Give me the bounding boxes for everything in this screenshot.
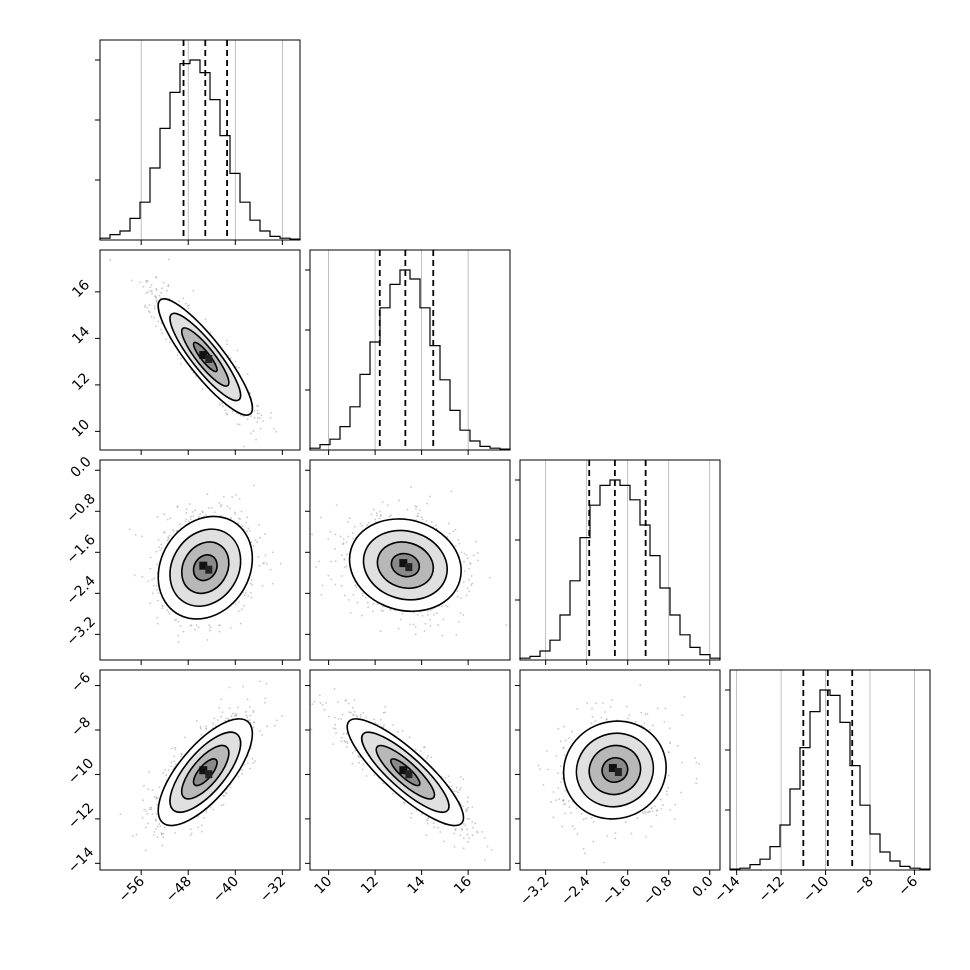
- density-peak-2-3: [608, 764, 617, 772]
- panel-frame-1-3: [309, 669, 511, 871]
- y-tick-label-2-0: −3.2: [63, 614, 98, 649]
- panel-frame-1-2: [309, 459, 511, 661]
- x-tick-label-2-2: −1.6: [599, 873, 634, 908]
- x-tick-label-0-3: −32: [257, 874, 289, 906]
- density-panel-1-3: 10 12 14 16: [305, 669, 511, 898]
- y-tick-label-2-1: −2.4: [63, 573, 98, 608]
- x-tick-label-2-1: −2.4: [558, 873, 593, 908]
- histogram-panel-2: [515, 459, 721, 665]
- panels: −14 −12 −10 −8 −610121416−3.2−2.4−1.6−0.80.0…: [63, 39, 931, 909]
- density-panel-2-3: −3.2 −2.4 −1.6 −0.8 0.0: [515, 669, 721, 909]
- density-peak-0-2: [199, 561, 208, 570]
- histogram-step-2: [519, 479, 721, 660]
- y-tick-label-1-2: 14: [69, 324, 93, 348]
- density-panel-0-3: −56 −48 −40 −32 −14 −12 −10 −8 −6: [65, 669, 301, 906]
- x-tick-label-2-0: −3.2: [517, 874, 552, 909]
- x-tick-label-3-2: −10: [800, 874, 832, 906]
- panel-frame-0-2: [99, 459, 301, 661]
- panel-frame-0-3: [99, 669, 301, 871]
- y-tick-label-3-0: −14: [65, 844, 97, 876]
- density-peak-1-2: [399, 559, 408, 568]
- y-tick-label-3-4: −6: [68, 670, 94, 696]
- histogram-panel-0: [95, 39, 301, 245]
- x-tick-label-0-2: −40: [210, 874, 242, 906]
- x-tick-label-1-2: 14: [405, 873, 429, 897]
- panel-frame-2-2: [519, 459, 721, 661]
- x-tick-label-2-3: −0.8: [640, 874, 675, 909]
- panel-frame-0-1: [99, 249, 301, 451]
- density-panel-0-1: 10 12 14 16: [69, 249, 301, 455]
- panel-frame-0-0: [99, 39, 301, 241]
- histogram-step-3: [729, 689, 931, 870]
- density-peak-0-3: [199, 766, 208, 775]
- x-tick-label-3-1: −12: [756, 874, 788, 906]
- x-tick-label-3-3: −8: [851, 874, 877, 900]
- histogram-panel-3: −14 −12 −10 −8 −6: [711, 669, 931, 906]
- y-tick-label-2-2: −1.6: [63, 532, 98, 567]
- x-tick-label-3-4: −6: [895, 873, 921, 899]
- density-panel-1-2: [305, 459, 511, 665]
- y-tick-label-1-0: 10: [69, 417, 93, 441]
- density-peak-0-1: [199, 350, 208, 359]
- panel-frame-3-3: [729, 669, 931, 871]
- y-tick-label-3-1: −12: [65, 800, 97, 832]
- histogram-step-0: [99, 59, 301, 240]
- y-tick-label-2-3: −0.8: [63, 491, 98, 526]
- x-tick-label-0-0: −56: [116, 873, 148, 905]
- density-peak-1-3: [399, 766, 408, 775]
- histogram-panel-1: [305, 249, 511, 455]
- x-tick-label-1-1: 12: [358, 874, 382, 898]
- x-tick-label-0-1: −48: [163, 874, 195, 906]
- histogram-step-1: [309, 269, 511, 450]
- y-tick-label-3-3: −8: [68, 714, 94, 740]
- y-tick-label-3-2: −10: [65, 756, 97, 788]
- x-tick-label-3-0: −14: [711, 873, 743, 905]
- panel-frame-2-3: [519, 669, 721, 871]
- panel-frame-1-1: [309, 249, 511, 451]
- y-tick-label-1-1: 12: [69, 370, 93, 394]
- x-tick-label-1-0: 10: [312, 874, 336, 898]
- y-tick-label-2-4: 0.0: [68, 454, 95, 481]
- x-tick-label-1-3: 16: [451, 873, 475, 897]
- y-tick-label-1-3: 16: [69, 277, 93, 301]
- density-panel-0-2: −3.2 −2.4 −1.6 −0.8 0.0: [63, 454, 301, 665]
